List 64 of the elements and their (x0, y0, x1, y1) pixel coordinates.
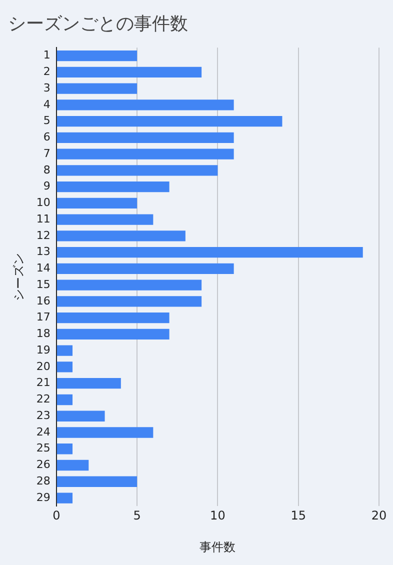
y-tick-label: 24 (36, 425, 50, 438)
y-tick-label: 7 (43, 146, 50, 160)
y-tick-label: 15 (36, 278, 50, 291)
bar (56, 460, 89, 471)
bar (56, 492, 73, 504)
y-tick-label: 11 (36, 212, 50, 226)
bar (56, 132, 234, 144)
x-tick-label: 0 (52, 508, 60, 523)
bar (56, 345, 73, 356)
y-tick-label: 3 (43, 81, 50, 94)
y-tick-label: 21 (36, 376, 50, 390)
y-tick-label: 2 (43, 65, 50, 78)
x-tick-label: 20 (371, 508, 387, 523)
bar (56, 198, 138, 209)
y-tick-label: 16 (36, 294, 50, 308)
bar (56, 394, 73, 406)
bar (56, 280, 202, 290)
bar (56, 214, 154, 225)
bar (56, 100, 234, 110)
bar (56, 116, 282, 127)
bar (56, 66, 202, 78)
y-tick-label: 29 (36, 490, 50, 504)
x-tick-label: 5 (133, 508, 141, 523)
y-tick-label: 12 (36, 228, 50, 242)
y-tick-label: 17 (36, 310, 50, 324)
y-tick-label: 9 (43, 180, 50, 193)
y-tick-label: 14 (36, 262, 50, 275)
chart-title: シーズンごとの事件数 (8, 13, 188, 34)
bar (56, 427, 154, 438)
bar (56, 378, 121, 389)
y-tick-label: 22 (36, 392, 50, 406)
y-tick-label: 6 (43, 130, 50, 144)
y-axis-title: シーズン (11, 252, 26, 301)
y-tick-label: 10 (36, 196, 50, 210)
bar (56, 148, 234, 160)
bar (56, 181, 170, 192)
bar (56, 444, 73, 454)
x-tick-label: 15 (290, 508, 306, 523)
bar (56, 312, 170, 324)
y-tick-label: 26 (36, 458, 50, 472)
bar (56, 230, 186, 242)
x-tick-label: 10 (210, 508, 226, 523)
bar (56, 263, 234, 274)
y-tick-label: 18 (36, 327, 50, 340)
y-tick-label: 1 (43, 48, 50, 62)
bar (56, 247, 363, 258)
y-tick-label: 20 (36, 360, 50, 373)
bar (56, 362, 73, 372)
y-tick-label: 8 (43, 163, 50, 176)
y-tick-label: 23 (36, 408, 50, 422)
y-tick-label: 28 (36, 474, 50, 488)
bar (56, 328, 170, 340)
y-tick-label: 13 (36, 245, 50, 258)
y-tick-label: 19 (36, 343, 50, 356)
y-tick-label: 5 (43, 114, 50, 128)
bar (56, 410, 105, 422)
bar (56, 165, 218, 176)
bar (56, 83, 138, 94)
bar (56, 50, 138, 62)
bar (56, 476, 138, 487)
y-tick-label: 25 (36, 442, 50, 455)
bar (56, 296, 202, 307)
x-axis-title: 事件数 (200, 540, 236, 554)
y-tick-label: 4 (43, 98, 50, 111)
